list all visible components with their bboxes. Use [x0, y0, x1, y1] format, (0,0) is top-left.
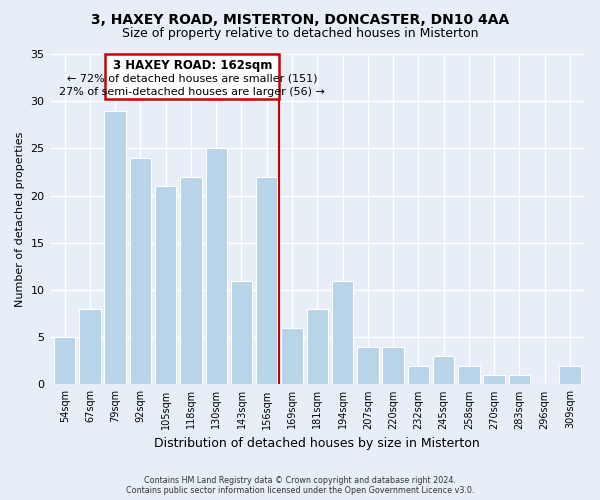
Bar [357, 346, 379, 385]
Text: Contains public sector information licensed under the Open Government Licence v3: Contains public sector information licen… [126, 486, 474, 495]
Bar [458, 366, 479, 384]
Bar [307, 309, 328, 384]
Bar [206, 148, 227, 384]
Bar [155, 186, 176, 384]
Bar [407, 366, 429, 384]
Text: Contains HM Land Registry data © Crown copyright and database right 2024.: Contains HM Land Registry data © Crown c… [144, 476, 456, 485]
Bar [256, 176, 277, 384]
Bar [180, 176, 202, 384]
FancyBboxPatch shape [105, 54, 280, 100]
Bar [130, 158, 151, 384]
Bar [382, 346, 404, 385]
Bar [559, 366, 581, 384]
Text: 27% of semi-detached houses are larger (56) →: 27% of semi-detached houses are larger (… [59, 87, 325, 97]
Text: 3, HAXEY ROAD, MISTERTON, DONCASTER, DN10 4AA: 3, HAXEY ROAD, MISTERTON, DONCASTER, DN1… [91, 12, 509, 26]
Y-axis label: Number of detached properties: Number of detached properties [15, 132, 25, 307]
Text: Size of property relative to detached houses in Misterton: Size of property relative to detached ho… [122, 28, 478, 40]
Bar [54, 337, 76, 384]
Bar [433, 356, 454, 384]
Bar [104, 110, 126, 384]
Bar [484, 375, 505, 384]
Bar [231, 280, 252, 384]
Bar [281, 328, 303, 384]
Bar [509, 375, 530, 384]
Text: ← 72% of detached houses are smaller (151): ← 72% of detached houses are smaller (15… [67, 74, 317, 84]
X-axis label: Distribution of detached houses by size in Misterton: Distribution of detached houses by size … [154, 437, 480, 450]
Bar [332, 280, 353, 384]
Bar [79, 309, 101, 384]
Text: 3 HAXEY ROAD: 162sqm: 3 HAXEY ROAD: 162sqm [113, 59, 272, 72]
